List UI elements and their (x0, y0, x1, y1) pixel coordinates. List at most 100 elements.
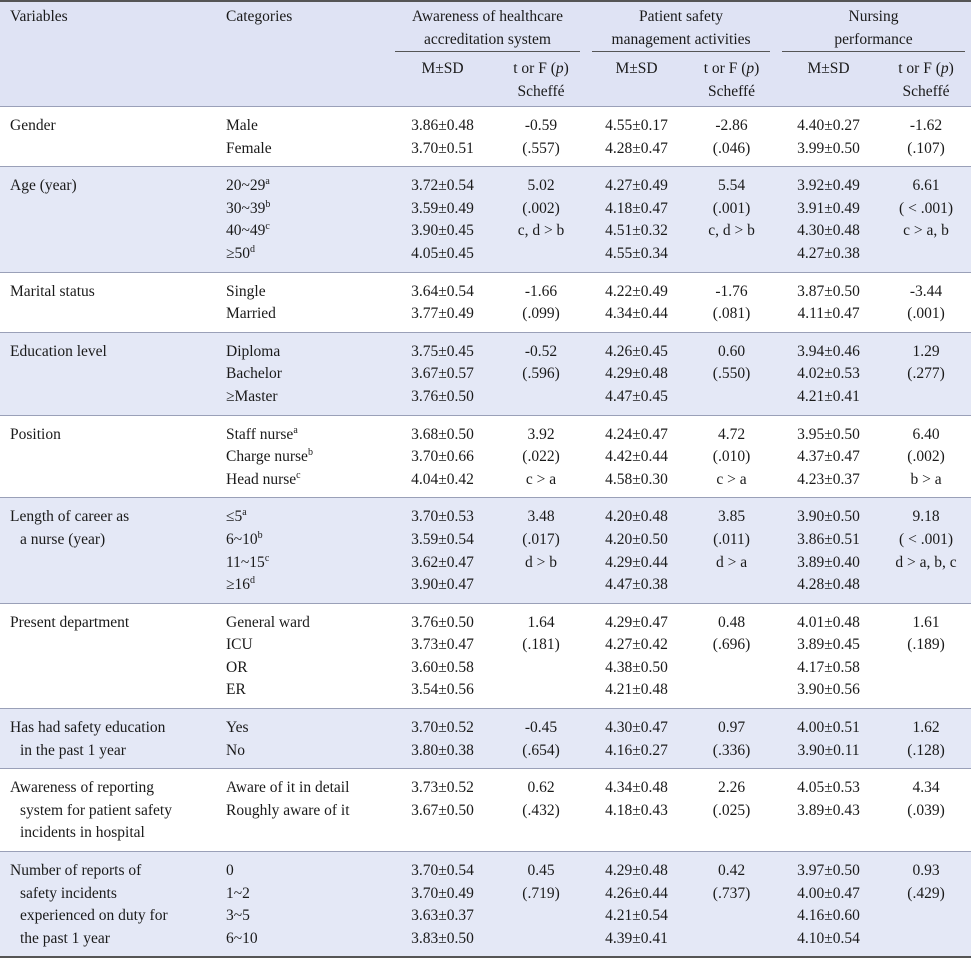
stat-cell: 0.60 (.550) (687, 332, 777, 416)
table-row: Position Staff nursea Charge nurseb Head nu… (0, 415, 971, 498)
variable-cell: Age (year) (0, 166, 216, 273)
header-msd: M±SD (586, 54, 688, 107)
header-stat: t or F (p) Scheffé (496, 54, 587, 107)
stat-cell: -2.86 (.046) (687, 106, 777, 167)
msd-cell: 3.72±0.54 3.59±0.49 3.90±0.45 4.05±0.45 (389, 166, 496, 273)
categories-cell: 0 1~2 3~5 6~10 (216, 851, 389, 958)
stat-cell: 6.40 (.002) b > a (881, 415, 971, 498)
table-row: Age (year) 20~29a 30~39b 40~49c ≥50d 3.72±0.5… (0, 166, 971, 273)
header-group-patient-safety: Patient safety management activities (586, 1, 777, 54)
stat-cell: 3.48 (.017) d > b (496, 497, 587, 604)
msd-cell: 4.24±0.47 4.42±0.44 4.58±0.30 (586, 415, 688, 498)
stat-cell: -3.44 (.001) (881, 272, 971, 333)
variable-cell: Awareness of reporting system for patient… (0, 768, 216, 852)
categories-cell: Yes No (216, 708, 389, 769)
header-msd: M±SD (389, 54, 496, 107)
categories-cell: General ward ICU OR ER (216, 603, 389, 709)
stat-cell: 3.92 (.022) c > a (496, 415, 587, 498)
stat-cell: -0.59 (.557) (496, 106, 587, 167)
msd-cell: 3.68±0.50 3.70±0.66 4.04±0.42 (389, 415, 496, 498)
msd-cell: 3.70±0.53 3.59±0.54 3.62±0.47 3.90±0.47 (389, 497, 496, 604)
header-categories: Categories (216, 1, 389, 107)
variable-cell: Length of career as a nurse (year) (0, 497, 216, 604)
msd-cell: 4.29±0.48 4.26±0.44 4.21±0.54 4.39±0.41 (586, 851, 688, 958)
header-group-accreditation: Awareness of healthcare accreditation sy… (389, 1, 587, 54)
header-variables: Variables (0, 1, 216, 107)
msd-cell: 4.26±0.45 4.29±0.48 4.47±0.45 (586, 332, 688, 416)
categories-cell: Male Female (216, 106, 389, 167)
msd-cell: 4.22±0.49 4.34±0.44 (586, 272, 688, 333)
msd-cell: 4.34±0.48 4.18±0.43 (586, 768, 688, 852)
categories-cell: ≤5a 6~10b 11~15c ≥16d (216, 497, 389, 604)
categories-cell: Single Married (216, 272, 389, 333)
stat-cell: 9.18( < .001) d > a, b, c (881, 497, 971, 604)
table-header: Variables Categories Awareness of health… (0, 1, 971, 107)
header-group-nursing-performance: Nursing performance (776, 1, 971, 54)
categories-cell: Staff nursea Charge nurseb Head nursec (216, 415, 389, 498)
msd-cell: 3.64±0.54 3.77±0.49 (389, 272, 496, 333)
stat-cell: 1.29 (.277) (881, 332, 971, 416)
variable-cell: Gender (0, 106, 216, 167)
variable-cell: Has had safety education in the past 1 ye… (0, 708, 216, 769)
stat-cell: 0.45 (.719) (496, 851, 587, 958)
stat-cell: -0.45 (.654) (496, 708, 587, 769)
variable-cell: Position (0, 415, 216, 498)
categories-cell: Diploma Bachelor ≥Master (216, 332, 389, 416)
msd-cell: 3.87±0.50 4.11±0.47 (776, 272, 882, 333)
header-stat: t or F (p) Scheffé (687, 54, 777, 107)
msd-cell: 3.94±0.46 4.02±0.53 4.21±0.41 (776, 332, 882, 416)
stat-cell: 0.93 (.429) (881, 851, 971, 958)
msd-cell: 3.97±0.50 4.00±0.47 4.16±0.60 4.10±0.54 (776, 851, 882, 958)
msd-cell: 3.75±0.45 3.67±0.57 3.76±0.50 (389, 332, 496, 416)
msd-cell: 3.95±0.50 4.37±0.47 4.23±0.37 (776, 415, 882, 498)
variable-cell: Education level (0, 332, 216, 416)
stat-cell: 1.61 (.189) (881, 603, 971, 709)
msd-cell: 3.90±0.50 3.86±0.51 3.89±0.40 4.28±0.48 (776, 497, 882, 604)
stat-cell: 0.48 (.696) (687, 603, 777, 709)
table-row: Awareness of reporting system for patient… (0, 768, 971, 852)
msd-cell: 4.40±0.27 3.99±0.50 (776, 106, 882, 167)
stat-cell: 6.61( < .001) c > a, b (881, 166, 971, 273)
msd-cell: 3.86±0.48 3.70±0.51 (389, 106, 496, 167)
msd-cell: 4.30±0.47 4.16±0.27 (586, 708, 688, 769)
stat-cell: 1.64 (.181) (496, 603, 587, 709)
table-row: Present department General ward ICU OR ER 3.7… (0, 603, 971, 709)
stat-cell: 4.72 (.010) c > a (687, 415, 777, 498)
msd-cell: 3.92±0.49 3.91±0.49 4.30±0.48 4.27±0.38 (776, 166, 882, 273)
msd-cell: 4.05±0.53 3.89±0.43 (776, 768, 882, 852)
variable-cell: Present department (0, 603, 216, 709)
stat-cell: 3.85 (.011) d > a (687, 497, 777, 604)
variable-cell: Number of reports of safety incidents expe… (0, 851, 216, 958)
table-row: Education level Diploma Bachelor ≥Master 3.7… (0, 332, 971, 416)
msd-cell: 3.70±0.52 3.80±0.38 (389, 708, 496, 769)
stat-cell: 4.34 (.039) (881, 768, 971, 852)
stat-cell: 5.02 (.002) c, d > b (496, 166, 587, 273)
header-stat: t or F (p) Scheffé (881, 54, 971, 107)
msd-cell: 4.29±0.47 4.27±0.42 4.38±0.50 4.21±0.48 (586, 603, 688, 709)
table-row: Has had safety education in the past 1 ye… (0, 708, 971, 769)
stat-cell: 0.97 (.336) (687, 708, 777, 769)
msd-cell: 4.27±0.49 4.18±0.47 4.51±0.32 4.55±0.34 (586, 166, 688, 273)
stat-cell: 0.62 (.432) (496, 768, 587, 852)
msd-cell: 3.76±0.50 3.73±0.47 3.60±0.58 3.54±0.56 (389, 603, 496, 709)
variable-cell: Marital status (0, 272, 216, 333)
stat-cell: 1.62 (.128) (881, 708, 971, 769)
stat-cell: -1.66 (.099) (496, 272, 587, 333)
table-row: Gender Male Female 3.86±0.48 3.70±0.51 -0.59(… (0, 106, 971, 167)
msd-cell: 3.70±0.54 3.70±0.49 3.63±0.37 3.83±0.50 (389, 851, 496, 958)
stat-cell: -1.62 (.107) (881, 106, 971, 167)
msd-cell: 4.20±0.48 4.20±0.50 4.29±0.44 4.47±0.38 (586, 497, 688, 604)
stat-cell: 0.42 (.737) (687, 851, 777, 958)
table-row: Number of reports of safety incidents expe… (0, 851, 971, 958)
table-row: Length of career as a nurse (year) ≤5a 6~10… (0, 497, 971, 604)
table-row: Marital status Single Married 3.64±0.54 3.77… (0, 272, 971, 333)
msd-cell: 3.73±0.52 3.67±0.50 (389, 768, 496, 852)
table-body: Gender Male Female 3.86±0.48 3.70±0.51 -0.59(… (0, 106, 971, 958)
stat-cell: -1.76 (.081) (687, 272, 777, 333)
msd-cell: 4.55±0.17 4.28±0.47 (586, 106, 688, 167)
categories-cell: Aware of it in detail Roughly aware of it (216, 768, 389, 852)
header-msd: M±SD (776, 54, 882, 107)
msd-cell: 4.00±0.51 3.90±0.11 (776, 708, 882, 769)
stat-cell: -0.52 (.596) (496, 332, 587, 416)
